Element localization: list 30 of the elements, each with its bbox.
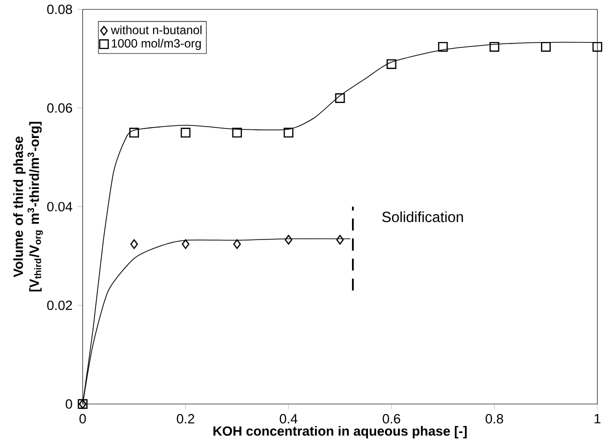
point (182, 239, 190, 250)
point (490, 42, 500, 52)
x-tick-label: 0.2 (176, 414, 194, 424)
point (130, 239, 138, 250)
point (284, 128, 294, 138)
point (541, 42, 551, 52)
legend-label: 1000 mol/m3-org (112, 38, 201, 50)
x-tick-label: 1 (594, 414, 600, 424)
y-tick-label: 0.08 (47, 4, 72, 14)
y-tick-label: 0.04 (47, 202, 72, 212)
point (335, 93, 345, 103)
point (180, 128, 190, 138)
legend-label: without n-butanol (110, 25, 202, 34)
point (232, 128, 242, 138)
point (129, 128, 139, 138)
point (592, 42, 602, 52)
x-tick-label: 0.4 (280, 414, 298, 424)
x-tick-label: 0.6 (382, 414, 400, 424)
y-tick-label: 0 (66, 399, 72, 409)
annotation: Solidification (382, 211, 463, 222)
x-axis-title: KOH concentration in aqueous phase [-] (213, 426, 467, 438)
point (284, 234, 292, 245)
y-tick-label: 0.02 (47, 300, 72, 310)
x-tick-label: 0.8 (486, 414, 504, 424)
point (336, 234, 344, 245)
point (386, 59, 396, 69)
point (438, 42, 448, 52)
point (233, 239, 241, 250)
y-tick-label: 0.06 (47, 103, 72, 113)
x-tick-label: 0 (79, 414, 86, 424)
